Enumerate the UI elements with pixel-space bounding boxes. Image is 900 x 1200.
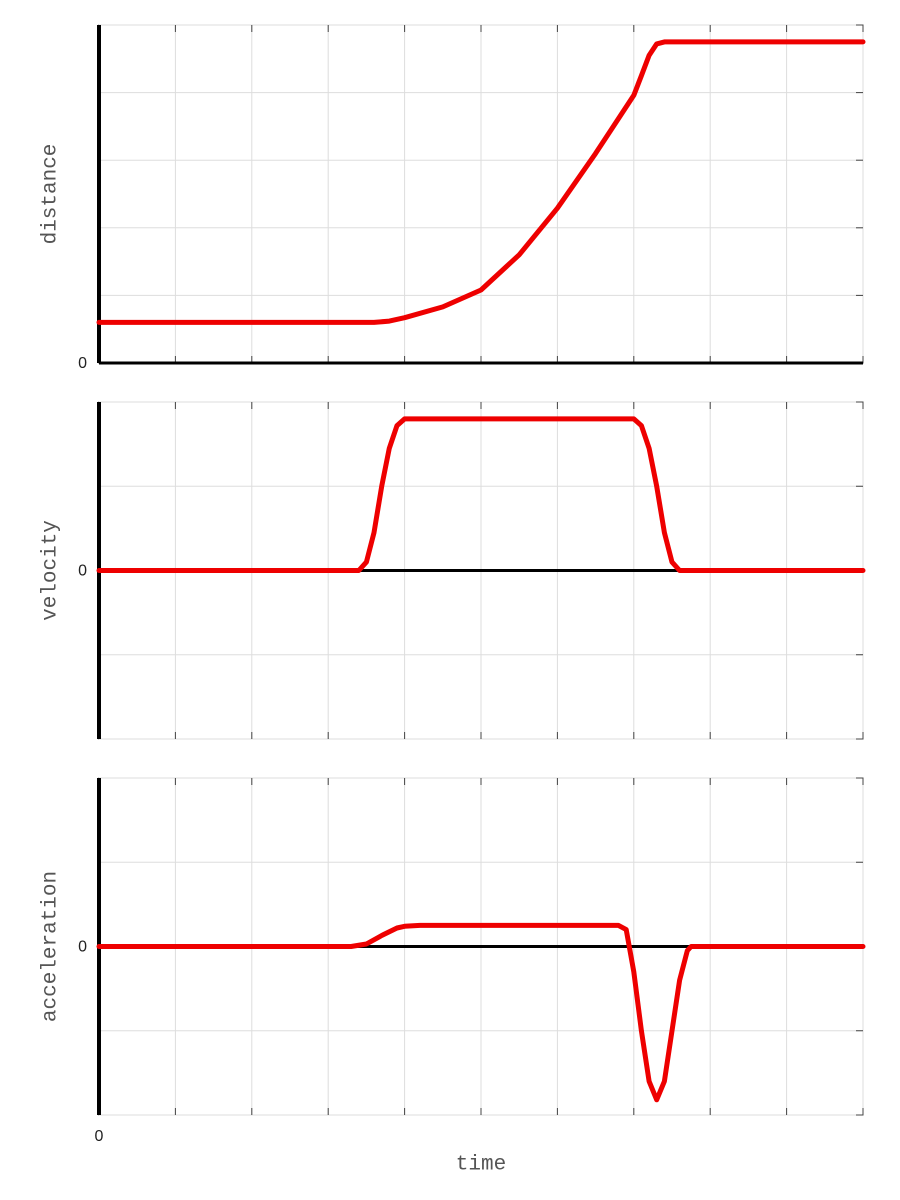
data-line [96,416,866,573]
y-axis-label: acceleration [40,871,63,1022]
x-axis-label: time [456,1154,506,1177]
x-tick-label: 0 [95,1128,104,1145]
y-tick-label: 0 [78,355,87,372]
data-line [96,39,866,325]
y-axis-label: distance [40,144,63,245]
y-axis-label: velocity [40,520,63,621]
data-line [96,922,866,1103]
y-tick-label: 0 [78,939,87,956]
y-tick-label: 0 [78,563,87,580]
